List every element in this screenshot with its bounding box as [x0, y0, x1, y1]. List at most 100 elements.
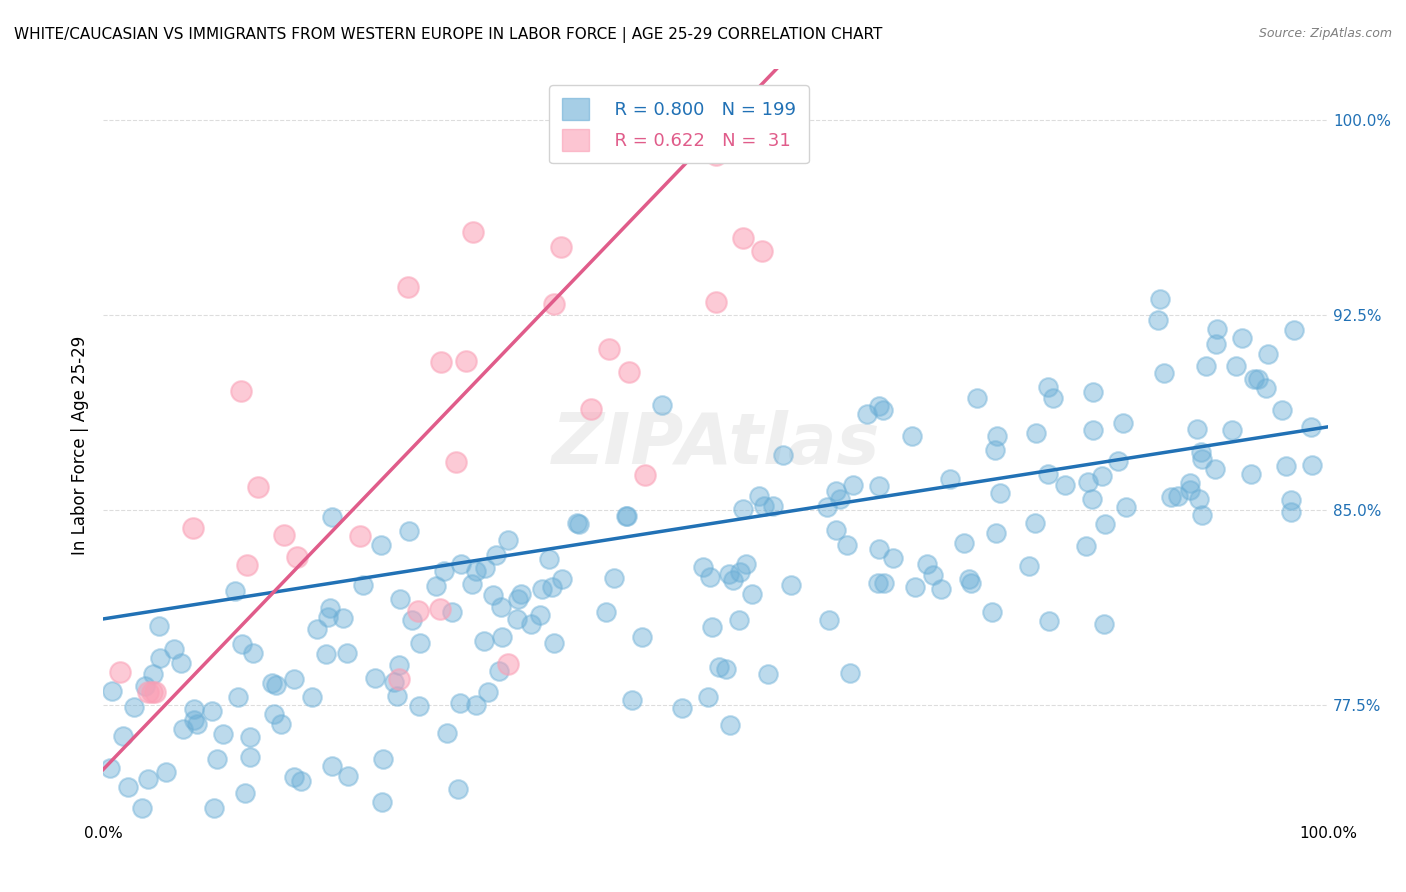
- Point: [429, 355, 451, 369]
- Point: [224, 584, 246, 599]
- Point: [815, 500, 838, 514]
- Point: [122, 699, 145, 714]
- Point: [205, 752, 228, 766]
- Point: [1092, 617, 1115, 632]
- Point: [474, 561, 496, 575]
- Point: [318, 600, 340, 615]
- Point: [986, 525, 1008, 540]
- Point: [1074, 539, 1097, 553]
- Text: ZIPAtlas: ZIPAtlas: [551, 410, 880, 480]
- Point: [1191, 452, 1213, 467]
- Point: [1271, 403, 1294, 417]
- Point: [1042, 391, 1064, 405]
- Point: [398, 524, 420, 538]
- Point: [460, 577, 482, 591]
- Point: [520, 616, 543, 631]
- Point: [242, 646, 264, 660]
- Point: [441, 605, 464, 619]
- Point: [1239, 467, 1261, 481]
- Point: [108, 665, 131, 679]
- Point: [131, 801, 153, 815]
- Point: [1178, 483, 1201, 498]
- Point: [1191, 508, 1213, 523]
- Point: [100, 683, 122, 698]
- Point: [866, 576, 889, 591]
- Point: [1107, 454, 1129, 468]
- Point: [183, 701, 205, 715]
- Point: [305, 623, 328, 637]
- Point: [841, 478, 863, 492]
- Point: [447, 781, 470, 796]
- Point: [433, 564, 456, 578]
- Point: [915, 558, 938, 572]
- Point: [957, 572, 980, 586]
- Point: [321, 758, 343, 772]
- Y-axis label: In Labor Force | Age 25-29: In Labor Force | Age 25-29: [72, 335, 89, 555]
- Point: [953, 535, 976, 549]
- Point: [855, 407, 877, 421]
- Point: [1036, 379, 1059, 393]
- Point: [496, 657, 519, 671]
- Point: [1189, 445, 1212, 459]
- Point: [454, 354, 477, 368]
- Point: [183, 713, 205, 727]
- Point: [136, 684, 159, 698]
- Point: [1299, 420, 1322, 434]
- Point: [387, 672, 409, 686]
- Point: [984, 442, 1007, 457]
- Point: [488, 664, 510, 678]
- Point: [537, 551, 560, 566]
- Point: [616, 509, 638, 524]
- Point: [506, 612, 529, 626]
- Point: [1053, 478, 1076, 492]
- Point: [1243, 372, 1265, 386]
- Point: [273, 528, 295, 542]
- Point: [735, 557, 758, 571]
- Point: [568, 517, 591, 532]
- Point: [408, 698, 430, 713]
- Point: [756, 666, 779, 681]
- Point: [385, 689, 408, 703]
- Point: [717, 566, 740, 581]
- Point: [651, 397, 673, 411]
- Point: [704, 294, 727, 309]
- Point: [721, 573, 744, 587]
- Point: [406, 604, 429, 618]
- Point: [872, 402, 894, 417]
- Point: [1081, 491, 1104, 506]
- Point: [285, 550, 308, 565]
- Point: [211, 727, 233, 741]
- Point: [449, 696, 471, 710]
- Point: [697, 690, 720, 705]
- Point: [491, 599, 513, 614]
- Point: [247, 480, 270, 494]
- Point: [603, 571, 626, 585]
- Point: [283, 673, 305, 687]
- Point: [349, 529, 371, 543]
- Point: [1301, 458, 1323, 472]
- Point: [465, 564, 488, 578]
- Point: [186, 717, 208, 731]
- Point: [170, 656, 193, 670]
- Point: [172, 722, 194, 736]
- Point: [1036, 467, 1059, 481]
- Point: [283, 770, 305, 784]
- Point: [508, 591, 530, 606]
- Point: [598, 342, 620, 356]
- Point: [461, 225, 484, 239]
- Point: [155, 764, 177, 779]
- Point: [828, 491, 851, 506]
- Point: [699, 570, 721, 584]
- Point: [1094, 517, 1116, 532]
- Point: [472, 634, 495, 648]
- Point: [1254, 381, 1277, 395]
- Point: [149, 651, 172, 665]
- Point: [409, 636, 432, 650]
- Point: [595, 605, 617, 619]
- Point: [1247, 372, 1270, 386]
- Point: [634, 468, 657, 483]
- Point: [714, 662, 737, 676]
- Point: [301, 690, 323, 704]
- Point: [779, 578, 801, 592]
- Point: [550, 239, 572, 253]
